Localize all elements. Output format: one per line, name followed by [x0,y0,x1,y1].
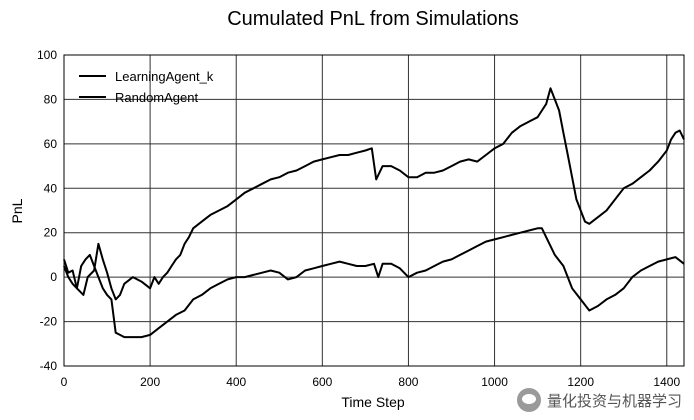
watermark-text: 量化投资与机器学习 [546,391,682,410]
legend-label: LearningAgent_k [115,69,214,84]
x-tick-label: 1400 [653,375,680,389]
x-tick-label: 400 [226,375,246,389]
y-tick-label: 60 [44,137,58,151]
x-axis-label: Time Step [341,394,404,410]
y-tick-label: -20 [40,315,58,329]
x-tick-label: 1000 [481,375,508,389]
y-axis-label: PnL [9,198,25,223]
y-tick-label: 20 [44,226,58,240]
legend: LearningAgent_k RandomAgent [79,69,214,105]
plot-area [63,54,685,367]
x-tick-label: 1200 [567,375,594,389]
grid [63,54,684,367]
x-tick-label: 600 [312,375,332,389]
y-tick-label: -40 [40,359,58,373]
y-tick-label: 100 [37,48,57,62]
tick-labels: 0 200 400 600 800 1000 1200 1400 -40 -20 0 20 40 60 80… [37,48,680,389]
y-tick-label: 40 [44,181,58,195]
wechat-icon [516,388,541,412]
y-tick-label: 80 [44,92,58,106]
x-tick-label: 200 [140,375,160,389]
x-tick-label: 0 [61,375,68,389]
series-line-1 [63,87,685,301]
x-tick-label: 800 [398,375,418,389]
series-line-2 [63,227,685,339]
watermark: 量化投资与机器学习 [516,388,682,412]
chart-title: Cumulated PnL from Simulations [227,8,519,30]
legend-label: RandomAgent [115,90,198,105]
series-lines [63,87,685,339]
y-tick-label: 0 [50,270,57,284]
